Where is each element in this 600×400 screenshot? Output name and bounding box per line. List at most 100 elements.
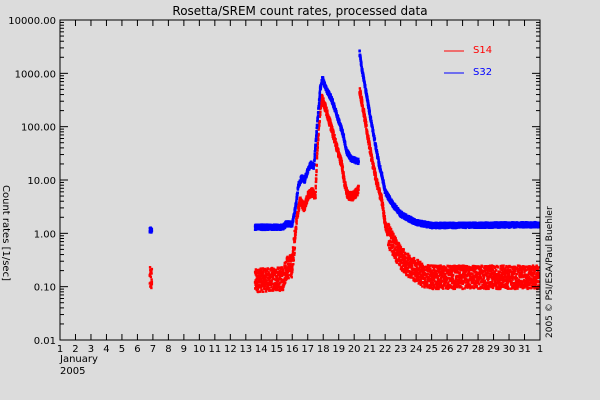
point-s14 — [515, 276, 518, 280]
point-s14 — [419, 282, 422, 285]
point-s14 — [418, 265, 421, 269]
point-s14 — [406, 257, 410, 261]
point-s14 — [454, 284, 458, 287]
point-s14 — [272, 277, 275, 281]
point-s14 — [439, 279, 442, 282]
point-s14 — [295, 222, 298, 225]
point-s14 — [517, 268, 521, 272]
point-s14 — [380, 194, 383, 197]
point-s14 — [431, 287, 435, 291]
point-s14 — [463, 287, 466, 290]
point-s14 — [387, 233, 390, 236]
point-s14 — [534, 268, 537, 271]
point-s14 — [487, 272, 491, 275]
point-s14 — [382, 211, 386, 215]
point-s14 — [316, 141, 320, 144]
point-s32 — [367, 104, 371, 108]
point-s14 — [490, 285, 493, 289]
point-s32 — [316, 115, 320, 118]
point-s14 — [404, 253, 407, 256]
point-s14 — [434, 269, 438, 272]
point-s32 — [318, 91, 322, 94]
point-s14 — [261, 272, 265, 275]
point-s14 — [374, 174, 378, 178]
point-s14 — [500, 285, 504, 288]
point-s14 — [260, 277, 263, 280]
point-s14 — [390, 240, 393, 244]
point-s14 — [315, 170, 318, 174]
point-s32 — [291, 225, 294, 228]
point-s14 — [534, 275, 537, 279]
point-s14 — [291, 270, 294, 274]
point-s14 — [363, 113, 366, 117]
point-s14 — [292, 262, 295, 266]
point-s14 — [433, 280, 437, 283]
point-s14 — [294, 230, 298, 234]
point-s32 — [293, 214, 296, 218]
point-s14 — [429, 264, 432, 267]
point-s32 — [362, 77, 366, 80]
point-s32 — [382, 182, 386, 185]
point-s14 — [150, 282, 154, 286]
point-s14 — [490, 281, 494, 285]
point-s14 — [444, 281, 448, 284]
point-s14 — [456, 267, 460, 271]
point-s14 — [272, 287, 276, 290]
point-s14 — [256, 268, 259, 272]
point-s14 — [487, 281, 490, 285]
point-s14 — [328, 118, 332, 122]
point-s14 — [468, 283, 472, 287]
point-s14 — [516, 285, 520, 288]
point-s14 — [467, 283, 470, 286]
point-s32 — [150, 231, 153, 234]
point-s14 — [393, 249, 396, 252]
point-s14 — [281, 288, 285, 292]
point-s14 — [259, 284, 262, 287]
point-s14 — [465, 266, 468, 270]
point-s14 — [293, 248, 296, 251]
point-s14 — [392, 251, 396, 254]
point-s14 — [399, 260, 403, 263]
point-s32 — [358, 50, 361, 53]
point-s14 — [531, 264, 535, 267]
point-s14 — [315, 154, 319, 158]
point-s14 — [522, 265, 526, 268]
point-s14 — [530, 270, 533, 273]
point-s14 — [487, 277, 490, 280]
point-s14 — [537, 280, 541, 283]
point-s14 — [395, 239, 398, 242]
point-s14 — [273, 273, 276, 276]
point-s14 — [289, 259, 292, 263]
point-s14 — [451, 275, 454, 278]
point-s32 — [372, 133, 376, 136]
point-s14 — [316, 146, 320, 149]
point-s14 — [513, 269, 517, 273]
point-s32 — [334, 107, 338, 111]
point-s14 — [528, 270, 532, 274]
point-s14 — [341, 164, 344, 168]
point-s14 — [437, 287, 440, 291]
point-s14 — [488, 283, 492, 286]
point-s32 — [363, 82, 366, 85]
point-s14 — [394, 256, 398, 260]
point-s14 — [255, 277, 259, 280]
point-s14 — [435, 284, 438, 287]
point-s14 — [533, 271, 536, 274]
point-s14 — [480, 272, 484, 275]
point-s32 — [363, 80, 366, 84]
point-s14 — [519, 284, 523, 288]
point-s14 — [492, 277, 495, 280]
point-s14 — [498, 281, 501, 284]
point-s32 — [306, 172, 309, 176]
point-s14 — [419, 263, 422, 267]
point-s14 — [477, 287, 480, 290]
point-s14 — [255, 271, 258, 274]
point-s14 — [512, 272, 515, 275]
point-s14 — [315, 178, 318, 181]
point-s14 — [360, 97, 364, 100]
point-s14 — [357, 185, 360, 188]
point-s14 — [333, 133, 336, 137]
point-s14 — [495, 276, 499, 279]
point-s14 — [405, 273, 409, 277]
point-s14 — [345, 187, 348, 190]
